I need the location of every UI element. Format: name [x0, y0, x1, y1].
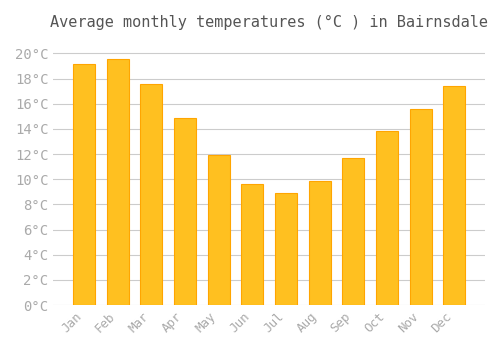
- Bar: [342, 158, 364, 305]
- Bar: [208, 155, 230, 305]
- Bar: [242, 184, 264, 305]
- Bar: [106, 58, 128, 305]
- Bar: [275, 193, 297, 305]
- Bar: [444, 86, 466, 305]
- Bar: [140, 84, 162, 305]
- Bar: [410, 109, 432, 305]
- Title: Average monthly temperatures (°C ) in Bairnsdale: Average monthly temperatures (°C ) in Ba…: [50, 15, 488, 30]
- Bar: [73, 64, 95, 305]
- Bar: [376, 132, 398, 305]
- Bar: [309, 181, 330, 305]
- Bar: [174, 118, 196, 305]
